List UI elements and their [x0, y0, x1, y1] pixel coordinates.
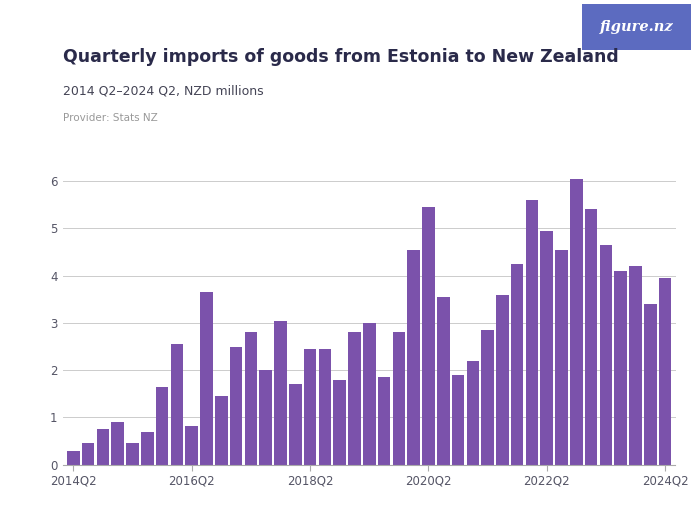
Bar — [111, 422, 124, 465]
Bar — [318, 349, 331, 465]
Bar — [171, 344, 183, 465]
Bar — [466, 361, 479, 465]
Bar — [97, 429, 109, 465]
Bar — [659, 278, 671, 465]
Bar — [244, 332, 257, 465]
Bar — [496, 295, 509, 465]
Text: Provider: Stats NZ: Provider: Stats NZ — [63, 113, 158, 123]
Bar — [570, 178, 582, 465]
Bar — [230, 346, 242, 465]
Bar — [82, 443, 94, 465]
Bar — [644, 304, 657, 465]
Bar — [526, 200, 538, 465]
Bar — [333, 380, 346, 465]
Bar — [511, 264, 524, 465]
Bar — [363, 323, 375, 465]
Bar — [67, 452, 80, 465]
Text: figure.nz: figure.nz — [600, 20, 673, 34]
Bar — [600, 245, 612, 465]
Bar — [378, 377, 391, 465]
Bar — [407, 250, 420, 465]
Bar — [482, 330, 494, 465]
Bar — [555, 250, 568, 465]
Bar — [156, 386, 169, 465]
Bar — [348, 332, 360, 465]
Bar — [215, 396, 228, 465]
Bar — [629, 266, 642, 465]
Bar — [540, 230, 553, 465]
Bar — [141, 432, 153, 465]
Bar — [274, 320, 287, 465]
Bar — [200, 292, 213, 465]
Text: 2014 Q2–2024 Q2, NZD millions: 2014 Q2–2024 Q2, NZD millions — [63, 84, 264, 97]
Bar — [393, 332, 405, 465]
Bar — [615, 271, 627, 465]
Bar — [304, 349, 316, 465]
Text: Quarterly imports of goods from Estonia to New Zealand: Quarterly imports of goods from Estonia … — [63, 48, 619, 66]
Bar — [260, 370, 272, 465]
Bar — [289, 384, 302, 465]
Bar — [422, 207, 435, 465]
Bar — [126, 443, 139, 465]
Bar — [437, 297, 449, 465]
Bar — [186, 426, 198, 465]
Bar — [452, 375, 464, 465]
Bar — [585, 209, 598, 465]
